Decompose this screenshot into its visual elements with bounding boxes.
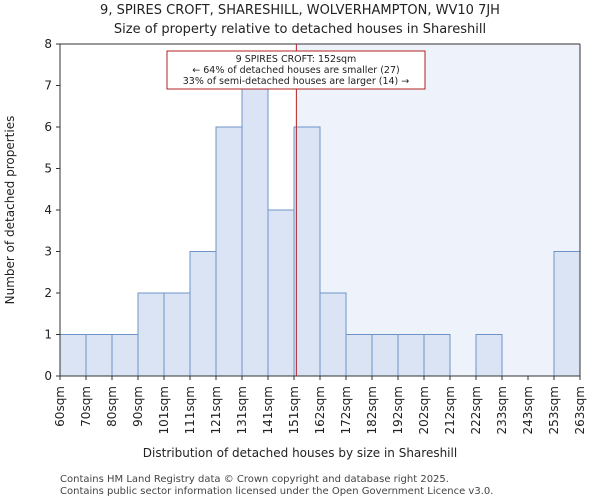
annotation-line-1: 9 SPIRES CROFT: 152sqm [236, 54, 357, 65]
y-tick-label-6: 6 [44, 120, 52, 134]
y-axis-label: Number of detached properties [3, 116, 17, 305]
chart-title: 9, SPIRES CROFT, SHARESHILL, WOLVERHAMPT… [100, 3, 500, 18]
x-tick-label-70sqm: 70sqm [79, 386, 93, 427]
x-tick-label-121sqm: 121sqm [209, 386, 223, 434]
bar-162sqm [319, 292, 347, 377]
bar-192sqm [397, 334, 425, 377]
bar-90sqm [137, 292, 165, 377]
y-axis-ticks: 0 1 2 3 4 5 6 7 8 [44, 37, 60, 383]
x-tick-label-172sqm: 172sqm [339, 386, 353, 434]
x-tick-label-222sqm: 222sqm [469, 386, 483, 434]
x-tick-label-131sqm: 131sqm [235, 386, 249, 434]
annotation-line-2: ← 64% of detached houses are smaller (27… [192, 65, 399, 76]
bar-182sqm [371, 334, 399, 377]
chart-subtitle: Size of property relative to detached ho… [114, 22, 486, 37]
y-tick-label-4: 4 [44, 203, 52, 217]
x-tick-label-192sqm: 192sqm [391, 386, 405, 434]
y-tick-label-3: 3 [44, 245, 52, 259]
bar-253sqm [553, 251, 581, 377]
x-tick-label-141sqm: 141sqm [261, 386, 275, 434]
x-tick-label-111sqm: 111sqm [183, 386, 197, 434]
bar-172sqm [345, 334, 373, 377]
x-tick-label-253sqm: 253sqm [547, 386, 561, 434]
x-tick-label-182sqm: 182sqm [365, 386, 379, 434]
footer-line-1: Contains HM Land Registry data © Crown c… [60, 474, 449, 485]
bar-202sqm [423, 334, 451, 377]
annotation-line-3: 33% of semi-detached houses are larger (… [183, 76, 410, 87]
x-axis-ticks: 60sqm 70sqm 80sqm 90sqm 101sqm 111sqm 121sqm 13… [53, 376, 587, 434]
x-tick-label-202sqm: 202sqm [417, 386, 431, 434]
x-tick-label-60sqm: 60sqm [53, 386, 67, 427]
bar-151sqm [293, 126, 321, 377]
footer-line-2: Contains public sector information licen… [60, 486, 493, 497]
x-tick-label-101sqm: 101sqm [157, 386, 171, 434]
x-tick-label-162sqm: 162sqm [313, 386, 327, 434]
bar-141sqm [267, 209, 295, 377]
bar-60sqm [59, 334, 87, 377]
y-tick-label-5: 5 [44, 162, 52, 176]
y-tick-label-8: 8 [44, 37, 52, 51]
x-tick-label-263sqm: 263sqm [573, 386, 587, 434]
bar-70sqm [85, 334, 113, 377]
x-tick-label-80sqm: 80sqm [105, 386, 119, 427]
x-tick-label-151sqm: 151sqm [287, 386, 301, 434]
annotation-box: 9 SPIRES CROFT: 152sqm ← 64% of detached… [166, 50, 426, 90]
y-tick-label-1: 1 [44, 328, 52, 342]
x-tick-label-243sqm: 243sqm [521, 386, 535, 434]
y-tick-label-2: 2 [44, 286, 52, 300]
x-tick-label-90sqm: 90sqm [131, 386, 145, 427]
bar-121sqm [215, 126, 243, 377]
bar-80sqm [111, 334, 139, 377]
bar-111sqm [189, 251, 217, 377]
y-tick-label-0: 0 [44, 369, 52, 383]
bar-131sqm [241, 85, 269, 377]
bars [59, 85, 581, 377]
bar-222sqm [475, 334, 503, 377]
x-tick-label-233sqm: 233sqm [495, 386, 509, 434]
bar-101sqm [163, 292, 191, 377]
x-tick-label-212sqm: 212sqm [443, 386, 457, 434]
x-axis-label: Distribution of detached houses by size … [143, 446, 457, 460]
y-tick-label-7: 7 [44, 79, 52, 93]
